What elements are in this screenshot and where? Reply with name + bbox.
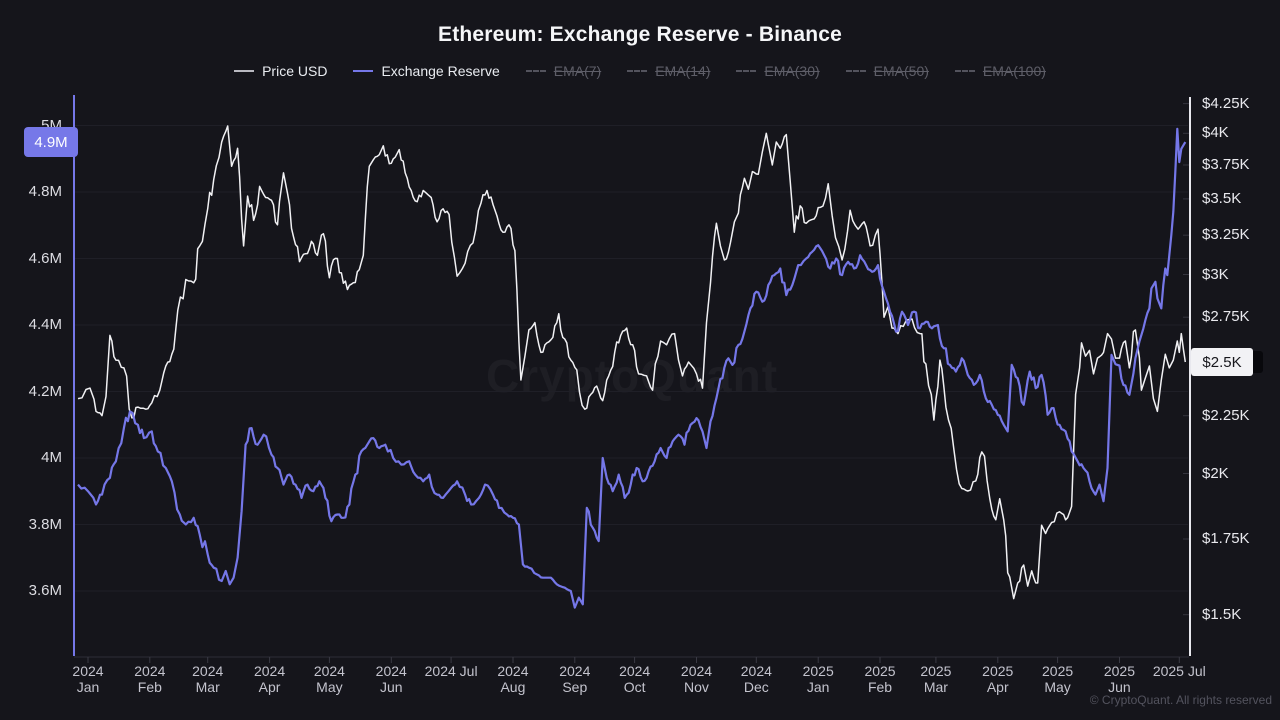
legend-item-ema-100[interactable]: EMA(100) xyxy=(954,63,1046,79)
y-axis-label-left: 4.6M xyxy=(28,249,62,267)
x-axis-label: 2024 Jun xyxy=(375,663,407,695)
x-axis-label: 2024 Aug xyxy=(497,663,529,695)
y-axis-label-right: $3.5K xyxy=(1202,189,1242,207)
x-axis-label: 2024 May xyxy=(313,663,345,695)
legend-swatch-icon xyxy=(736,70,757,72)
price-usd-line xyxy=(77,125,1187,600)
x-axis-label: 2025 Apr xyxy=(982,663,1014,695)
x-axis-label: 2025 Jul xyxy=(1152,663,1206,679)
y-axis-label-right: $4K xyxy=(1202,124,1229,142)
y-axis-label-right: $2K xyxy=(1202,464,1229,482)
reserve-last-value-badge: 4.9M xyxy=(24,127,78,158)
y-axis-label-right: $1.5K xyxy=(1202,605,1242,623)
x-axis xyxy=(74,103,1189,663)
y-axis-label-right: $1.75K xyxy=(1202,530,1250,548)
copyright: © CryptoQuant. All rights reserved xyxy=(1089,693,1272,707)
exchange-reserve-line xyxy=(77,127,1187,609)
legend-swatch-icon xyxy=(845,70,866,72)
legend-item-ema-50[interactable]: EMA(50) xyxy=(845,63,929,79)
price-badge-notch xyxy=(1253,351,1263,374)
x-axis-label: 2024 Sep xyxy=(559,663,591,695)
legend-swatch-icon xyxy=(353,70,374,72)
legend-swatch-icon xyxy=(525,70,546,72)
x-axis-label: 2025 May xyxy=(1042,663,1074,695)
x-axis-label: 2024 Oct xyxy=(619,663,651,695)
legend-item-ema-30[interactable]: EMA(30) xyxy=(736,63,820,79)
y-axis-label-right: $4.25K xyxy=(1202,94,1250,112)
y-axis-label-left: 3.6M xyxy=(28,582,62,599)
chart-title: Ethereum: Exchange Reserve - Binance xyxy=(437,23,843,46)
legend-item-ema-7[interactable]: EMA(7) xyxy=(525,63,602,79)
legend-swatch-icon xyxy=(234,70,255,72)
legend-item-label: Exchange Reserve xyxy=(381,63,500,79)
y-axis-label-right: $3K xyxy=(1202,265,1229,283)
x-axis-label: 2025 Mar xyxy=(920,663,952,695)
y-axis-label-left: 4.4M xyxy=(28,316,62,333)
legend-item-label: EMA(14) xyxy=(655,63,711,79)
x-axis-label: 2025 Jan xyxy=(802,663,834,695)
legend-swatch-icon xyxy=(954,70,975,72)
x-axis-label: 2025 Feb xyxy=(864,663,896,695)
x-axis-label: 2025 Jun xyxy=(1103,663,1136,695)
x-axis-label: 2024 Jan xyxy=(72,663,104,695)
y-axis-label-right: $3.75K xyxy=(1202,156,1250,174)
y-axis-label-right: $2.75K xyxy=(1202,308,1250,326)
y-axis-label-left: 3.8M xyxy=(28,515,62,533)
legend: Price USD Exchange Reserve EMA(7) EMA(14) EM… xyxy=(0,63,1280,79)
legend-item-exchange-reserve[interactable]: Exchange Reserve xyxy=(353,63,500,79)
gridlines xyxy=(75,125,1188,592)
x-axis-label: 2024 Apr xyxy=(253,663,286,695)
x-axis-label: 2024 Mar xyxy=(192,663,224,695)
legend-item-label: EMA(30) xyxy=(764,63,820,79)
x-axis-label: 2024 Nov xyxy=(680,663,713,695)
legend-item-price-usd[interactable]: Price USD xyxy=(234,63,327,79)
y-axis-label-right: $3.25K xyxy=(1202,226,1250,244)
legend-item-label: Price USD xyxy=(262,63,328,79)
y-axis-label-right: $2.25K xyxy=(1202,406,1250,424)
legend-swatch-icon xyxy=(627,70,648,72)
legend-item-ema-14[interactable]: EMA(14) xyxy=(627,63,710,79)
legend-item-label: EMA(50) xyxy=(873,63,929,79)
x-axis-label: 2024 Dec xyxy=(740,663,772,695)
y-axis-label-left: 4.2M xyxy=(28,382,62,400)
legend-item-label: EMA(100) xyxy=(982,63,1046,79)
price-last-value-badge: $2.5K xyxy=(1191,348,1253,377)
legend-item-label: EMA(7) xyxy=(553,63,602,79)
y-axis-label-left: 4M xyxy=(41,449,62,466)
x-axis-label: 2024 Feb xyxy=(134,663,166,695)
x-axis-label: 2024 Jul xyxy=(424,663,478,679)
y-axis-label-left: 4.8M xyxy=(28,183,62,200)
